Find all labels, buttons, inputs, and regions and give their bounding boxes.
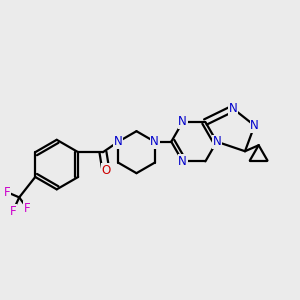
Text: N: N	[229, 102, 237, 115]
Text: F: F	[10, 205, 16, 218]
Text: N: N	[178, 155, 187, 168]
Text: N: N	[250, 119, 259, 132]
Text: N: N	[114, 135, 123, 148]
Text: F: F	[4, 186, 10, 199]
Text: O: O	[101, 164, 110, 177]
Text: N: N	[212, 135, 221, 148]
Text: N: N	[150, 135, 159, 148]
Text: F: F	[24, 202, 31, 215]
Text: N: N	[178, 116, 187, 128]
